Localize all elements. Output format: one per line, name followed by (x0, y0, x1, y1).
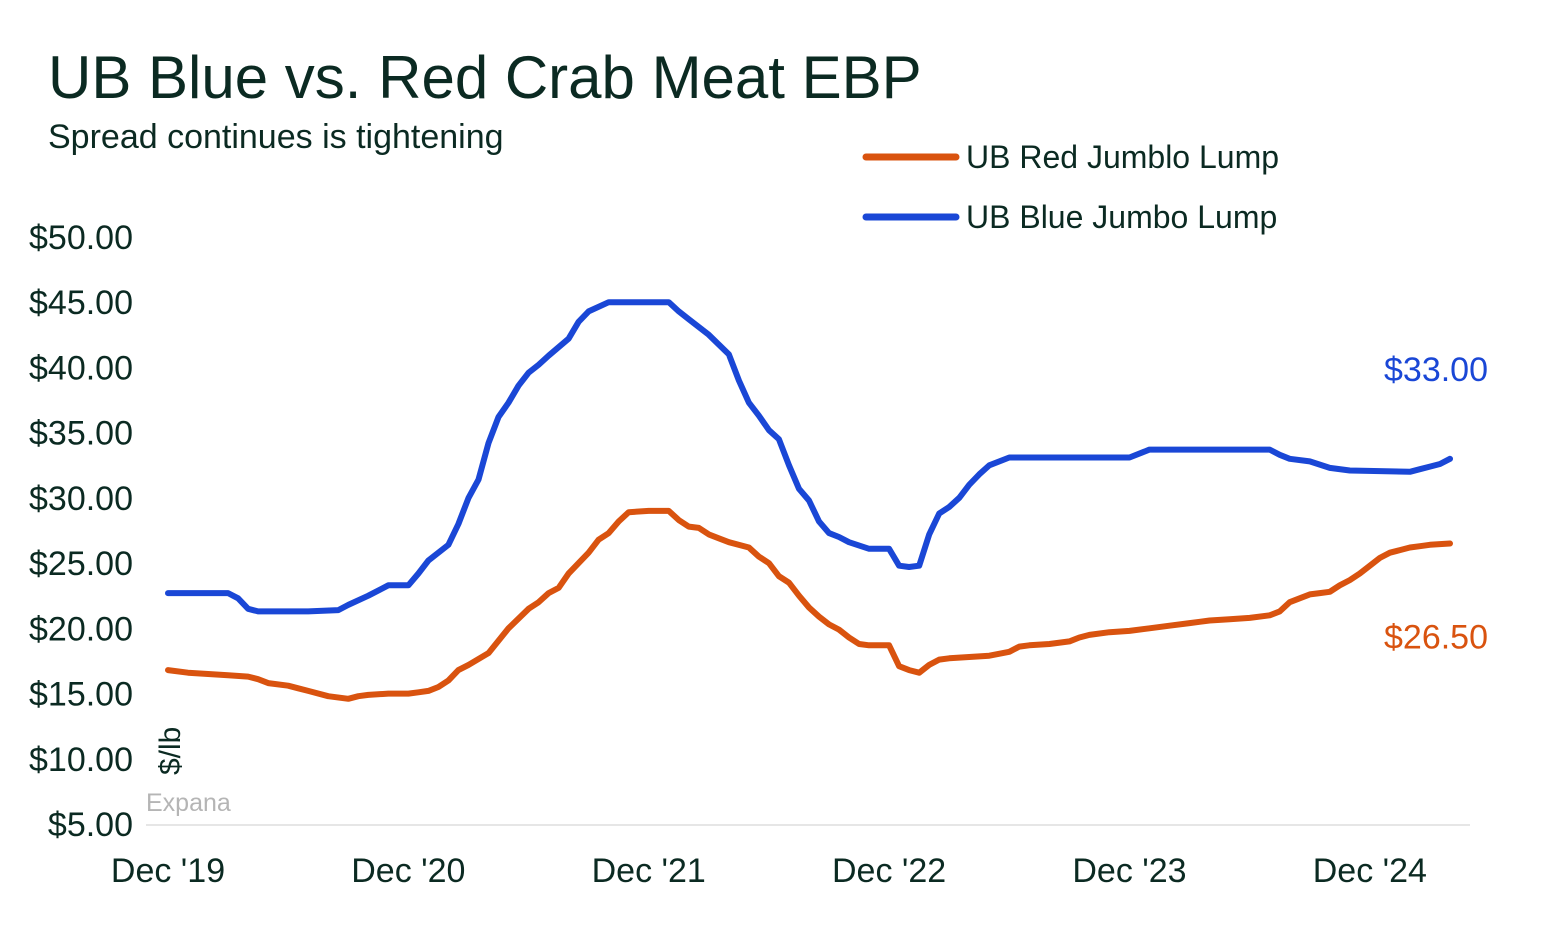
end-labels: $26.50 $33.00 (1384, 351, 1488, 657)
y-axis: $50.00 $45.00 $40.00 $35.00 $30.00 $25.00 $20.… (29, 219, 133, 844)
y-tick-label: $20.00 (29, 610, 133, 648)
x-tick-label: Dec '19 (111, 852, 225, 890)
legend-label: UB Red Jumblo Lump (966, 139, 1279, 175)
x-tick-label: Dec '22 (832, 852, 946, 890)
legend: UB Red Jumblo Lump UB Blue Jumbo Lump (862, 139, 1279, 235)
end-value-label: $26.50 (1384, 619, 1488, 657)
chart-subtitle: Spread continues is tightening (48, 118, 504, 156)
y-axis-label: $/lb (154, 727, 187, 775)
y-tick-label: $5.00 (48, 806, 133, 844)
y-tick-label: $45.00 (29, 284, 133, 322)
x-axis: Dec '19 Dec '20 Dec '21 Dec '22 Dec '23 Dec '… (111, 824, 1470, 890)
y-tick-label: $30.00 (29, 480, 133, 518)
y-tick-label: $15.00 (29, 676, 133, 714)
series-line-blue (165, 299, 1453, 615)
x-tick-label: Dec '21 (592, 852, 706, 890)
y-tick-label: $35.00 (29, 415, 133, 453)
legend-label: UB Blue Jumbo Lump (966, 199, 1277, 235)
series-layer (165, 299, 1453, 702)
y-tick-label: $40.00 (29, 349, 133, 387)
series-line-red (165, 507, 1453, 702)
y-tick-label: $25.00 (29, 545, 133, 583)
y-tick-label: $50.00 (29, 219, 133, 257)
end-value-label: $33.00 (1384, 351, 1488, 389)
y-tick-label: $10.00 (29, 741, 133, 779)
x-tick-label: Dec '23 (1072, 852, 1186, 890)
chart-title: UB Blue vs. Red Crab Meat EBP (48, 44, 922, 111)
x-tick-label: Dec '24 (1313, 852, 1427, 890)
source-label: Expana (146, 789, 231, 817)
x-tick-label: Dec '20 (351, 852, 465, 890)
